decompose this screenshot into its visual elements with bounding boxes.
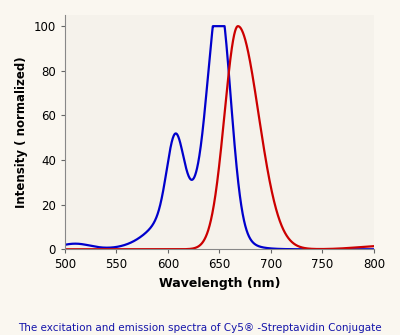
Y-axis label: Intensity ( normalized): Intensity ( normalized): [15, 56, 28, 208]
X-axis label: Wavelength (nm): Wavelength (nm): [159, 277, 280, 290]
Text: The excitation and emission spectra of Cy5® -Streptavidin Conjugate: The excitation and emission spectra of C…: [18, 323, 382, 333]
